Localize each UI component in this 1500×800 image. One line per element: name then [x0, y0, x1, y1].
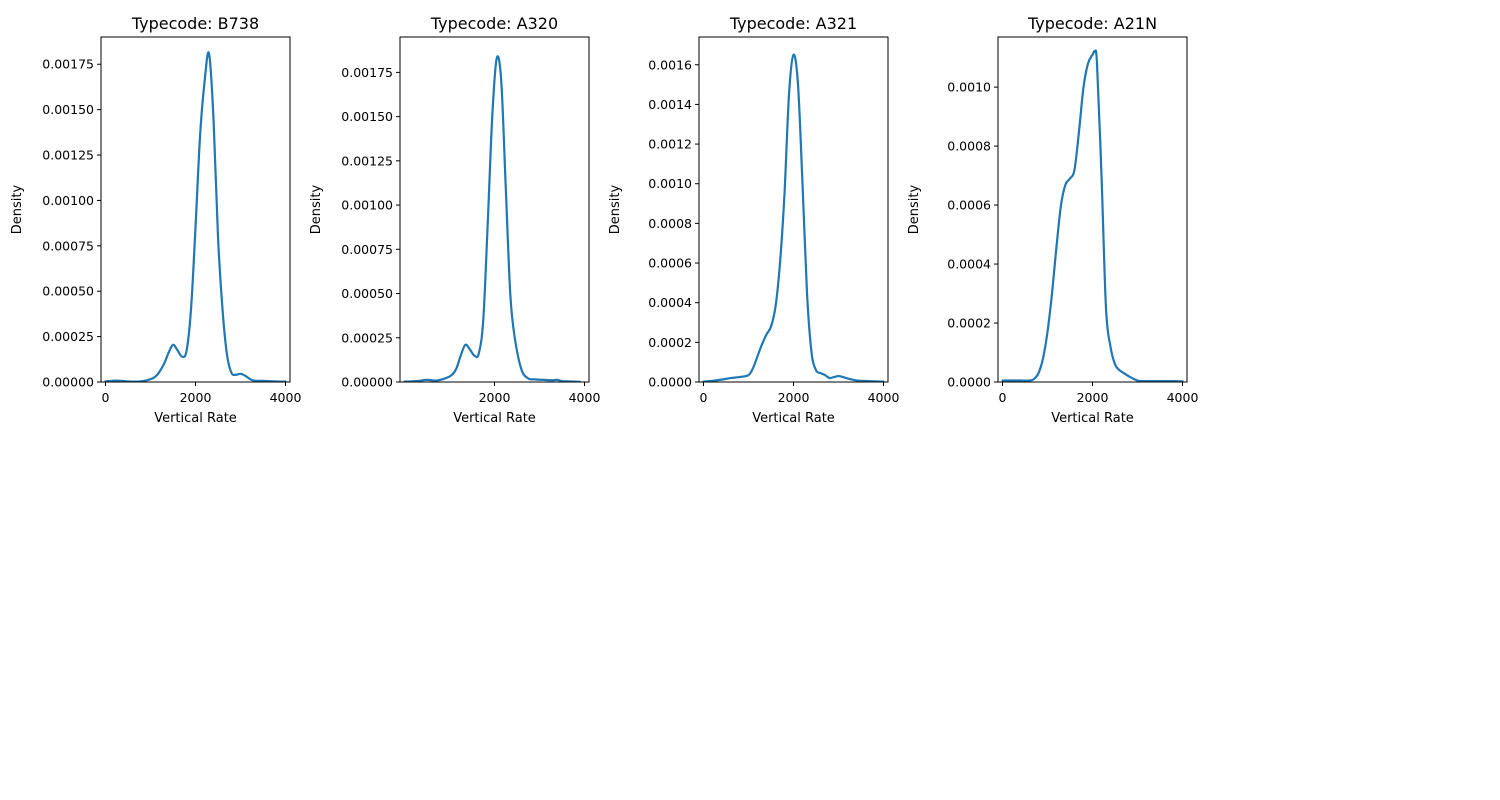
x-tick-label: 4000: [1167, 390, 1199, 405]
y-tick-label: 0.0006: [648, 256, 692, 271]
y-tick-label: 0.0002: [648, 335, 692, 350]
x-axis-label: Vertical Rate: [453, 411, 536, 426]
subplot-title: Typecode: A321: [729, 14, 857, 33]
subplot-title: Typecode: A21N: [1027, 14, 1157, 33]
density-curve: [1001, 49, 1184, 382]
x-axis-label: Vertical Rate: [752, 411, 835, 426]
y-axis-label: Density: [907, 184, 922, 234]
density-curve: [403, 55, 582, 382]
x-tick-label: 0: [999, 390, 1007, 405]
subplot-title: Typecode: A320: [430, 14, 558, 33]
y-tick-label: 0.0008: [648, 216, 692, 231]
y-tick-label: 0.00100: [341, 198, 393, 213]
y-tick-label: 0.00075: [341, 242, 393, 257]
subplot-3: Typecode: A321 0 2000 4000 0.0000 0.0002 0.000…: [608, 14, 899, 426]
subplot-1: Typecode: B738 0 2000 4000 0.00000 0.00025 0.0…: [10, 14, 301, 426]
subplot-4: Typecode: A21N 0 2000 4000 0.0000 0.0002 0.000…: [907, 14, 1198, 426]
y-tick-label: 0.00175: [341, 65, 393, 80]
y-tick-label: 0.00125: [341, 153, 393, 168]
y-tick-label: 0.0016: [648, 57, 692, 72]
subplot-2: Typecode: A320 2000 4000 0.00000 0.00025 0.00…: [309, 14, 600, 426]
subplot-title: Typecode: B738: [131, 14, 259, 33]
y-tick-label: 0.0012: [648, 137, 692, 152]
y-tick-label: 0.00125: [42, 148, 94, 163]
y-tick-label: 0.00000: [341, 375, 393, 390]
y-tick-label: 0.0004: [947, 257, 991, 272]
y-tick-label: 0.0000: [947, 375, 991, 390]
y-tick-label: 0.0006: [947, 198, 991, 213]
x-tick-label: 2000: [479, 390, 511, 405]
y-tick-label: 0.0004: [648, 295, 692, 310]
x-tick-label: 2000: [180, 390, 212, 405]
x-axis-label: Vertical Rate: [154, 411, 237, 426]
y-tick-label: 0.00150: [341, 109, 393, 124]
density-curve: [702, 53, 885, 382]
y-tick-label: 0.00050: [42, 284, 94, 299]
y-tick-label: 0.0010: [648, 176, 692, 191]
y-tick-label: 0.00025: [42, 329, 94, 344]
x-tick-label: 4000: [569, 390, 601, 405]
y-tick-label: 0.00025: [341, 330, 393, 345]
x-tick-label: 0: [700, 390, 708, 405]
x-axis-label: Vertical Rate: [1051, 411, 1134, 426]
y-tick-label: 0.0010: [947, 80, 991, 95]
x-tick-label: 0: [102, 390, 110, 405]
y-axis-label: Density: [608, 184, 623, 234]
y-axis-label: Density: [10, 184, 25, 234]
y-tick-label: 0.00050: [341, 286, 393, 301]
y-tick-label: 0.0002: [947, 316, 991, 331]
x-tick-label: 4000: [868, 390, 900, 405]
y-axis-label: Density: [309, 184, 324, 234]
y-tick-label: 0.00175: [42, 57, 94, 72]
y-tick-label: 0.00000: [42, 375, 94, 390]
x-tick-label: 2000: [778, 390, 810, 405]
x-tick-label: 4000: [270, 390, 302, 405]
y-tick-label: 0.0008: [947, 139, 991, 154]
density-curve: [104, 51, 287, 382]
y-tick-label: 0.0000: [648, 375, 692, 390]
y-tick-label: 0.00100: [42, 193, 94, 208]
y-tick-label: 0.00075: [42, 238, 94, 253]
y-tick-label: 0.0014: [648, 97, 692, 112]
y-tick-label: 0.00150: [42, 102, 94, 117]
x-tick-label: 2000: [1077, 390, 1109, 405]
